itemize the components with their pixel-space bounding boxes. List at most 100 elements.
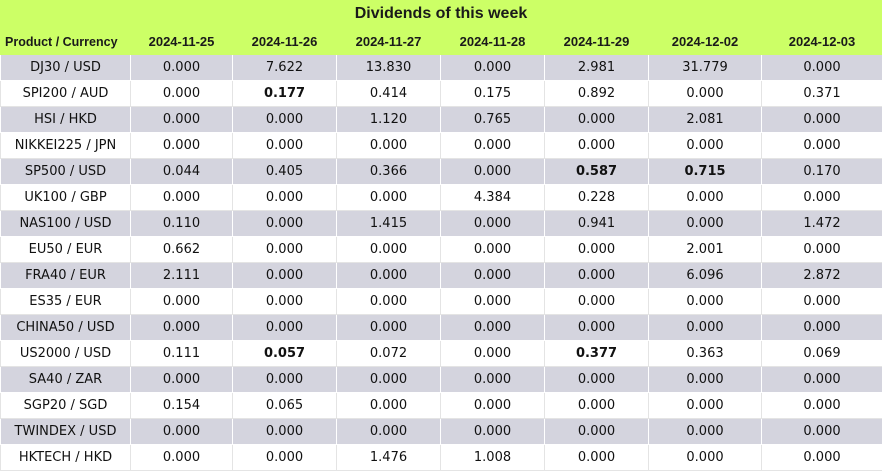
dividend-value-cell: 0.000 <box>545 445 649 471</box>
dividend-value-cell: 0.662 <box>131 237 233 263</box>
dividend-value-cell: 4.384 <box>441 185 545 211</box>
dividend-value-cell: 2.001 <box>649 237 762 263</box>
dividend-value-cell: 0.000 <box>337 393 441 419</box>
dividend-value-cell: 0.000 <box>762 237 882 263</box>
dividend-value-cell: 0.000 <box>131 445 233 471</box>
dividend-value-cell: 0.371 <box>762 81 882 107</box>
dividend-value-cell: 0.000 <box>337 315 441 341</box>
dividend-value-cell: 0.228 <box>545 185 649 211</box>
dividend-value-cell: 0.000 <box>233 211 337 237</box>
dividend-value-cell: 0.000 <box>131 367 233 393</box>
dividend-value-cell: 0.405 <box>233 159 337 185</box>
dividend-value-cell: 0.072 <box>337 341 441 367</box>
dividend-value-cell: 0.414 <box>337 81 441 107</box>
dividend-value-cell: 0.000 <box>545 237 649 263</box>
dividend-value-cell: 0.000 <box>131 55 233 81</box>
dividend-value-cell: 0.000 <box>762 367 882 393</box>
dividend-value-cell: 0.000 <box>441 237 545 263</box>
dividend-value-cell: 0.941 <box>545 211 649 237</box>
dividend-value-cell: 0.170 <box>762 159 882 185</box>
product-cell: CHINA50 / USD <box>1 315 131 341</box>
dividend-value-cell: 0.000 <box>762 393 882 419</box>
dividend-value-cell: 0.000 <box>233 237 337 263</box>
dividend-value-cell: 0.000 <box>649 211 762 237</box>
dividend-value-cell: 0.000 <box>649 289 762 315</box>
column-header-product: Product / Currency <box>1 29 131 55</box>
dividend-value-cell: 0.000 <box>762 419 882 445</box>
dividend-value-cell: 0.000 <box>233 185 337 211</box>
dividend-value-cell: 0.000 <box>337 263 441 289</box>
column-header-date: 2024-11-25 <box>131 29 233 55</box>
dividend-value-cell: 1.476 <box>337 445 441 471</box>
dividend-value-cell: 0.069 <box>762 341 882 367</box>
dividend-value-cell: 0.000 <box>233 289 337 315</box>
dividend-value-cell: 1.008 <box>441 445 545 471</box>
column-header-date: 2024-11-26 <box>233 29 337 55</box>
dividend-value-cell: 0.000 <box>441 419 545 445</box>
dividend-value-cell: 0.000 <box>337 185 441 211</box>
dividend-value-cell: 0.000 <box>441 289 545 315</box>
dividend-value-cell: 0.000 <box>649 367 762 393</box>
dividend-value-cell: 0.000 <box>441 55 545 81</box>
dividend-value-cell: 0.000 <box>649 133 762 159</box>
dividend-value-cell: 0.715 <box>649 159 762 185</box>
dividend-value-cell: 0.000 <box>762 185 882 211</box>
dividend-value-cell: 0.000 <box>545 393 649 419</box>
product-cell: SPI200 / AUD <box>1 81 131 107</box>
dividend-value-cell: 0.000 <box>233 419 337 445</box>
dividend-value-cell: 6.096 <box>649 263 762 289</box>
dividend-value-cell: 0.065 <box>233 393 337 419</box>
dividend-value-cell: 0.111 <box>131 341 233 367</box>
product-cell: HSI / HKD <box>1 107 131 133</box>
dividend-value-cell: 0.000 <box>762 445 882 471</box>
dividend-value-cell: 0.000 <box>131 81 233 107</box>
dividend-value-cell: 13.830 <box>337 55 441 81</box>
dividend-value-cell: 0.000 <box>337 133 441 159</box>
product-cell: UK100 / GBP <box>1 185 131 211</box>
product-cell: FRA40 / EUR <box>1 263 131 289</box>
dividend-value-cell: 2.111 <box>131 263 233 289</box>
dividend-value-cell: 0.000 <box>649 81 762 107</box>
dividend-value-cell: 0.000 <box>441 367 545 393</box>
dividend-value-cell: 0.000 <box>337 289 441 315</box>
dividend-value-cell: 0.000 <box>441 263 545 289</box>
dividend-value-cell: 0.000 <box>131 289 233 315</box>
dividend-value-cell: 0.892 <box>545 81 649 107</box>
dividend-value-cell: 0.000 <box>545 367 649 393</box>
column-header-date: 2024-12-02 <box>649 29 762 55</box>
dividend-value-cell: 0.000 <box>762 55 882 81</box>
dividend-value-cell: 0.000 <box>441 133 545 159</box>
product-cell: TWINDEX / USD <box>1 419 131 445</box>
product-cell: DJ30 / USD <box>1 55 131 81</box>
column-header-date: 2024-11-29 <box>545 29 649 55</box>
dividend-value-cell: 1.472 <box>762 211 882 237</box>
dividend-value-cell: 7.622 <box>233 55 337 81</box>
dividend-value-cell: 0.000 <box>649 315 762 341</box>
dividend-value-cell: 0.000 <box>762 289 882 315</box>
dividend-value-cell: 0.000 <box>762 315 882 341</box>
dividend-value-cell: 2.981 <box>545 55 649 81</box>
product-cell: US2000 / USD <box>1 341 131 367</box>
dividend-value-cell: 0.000 <box>762 133 882 159</box>
dividend-value-cell: 31.779 <box>649 55 762 81</box>
dividend-value-cell: 0.000 <box>545 263 649 289</box>
dividend-value-cell: 0.000 <box>233 133 337 159</box>
dividend-value-cell: 0.154 <box>131 393 233 419</box>
dividend-value-cell: 0.000 <box>233 445 337 471</box>
dividend-value-cell: 2.081 <box>649 107 762 133</box>
dividend-value-cell: 0.000 <box>762 107 882 133</box>
dividend-value-cell: 0.366 <box>337 159 441 185</box>
dividend-value-cell: 0.177 <box>233 81 337 107</box>
dividend-value-cell: 0.000 <box>131 419 233 445</box>
